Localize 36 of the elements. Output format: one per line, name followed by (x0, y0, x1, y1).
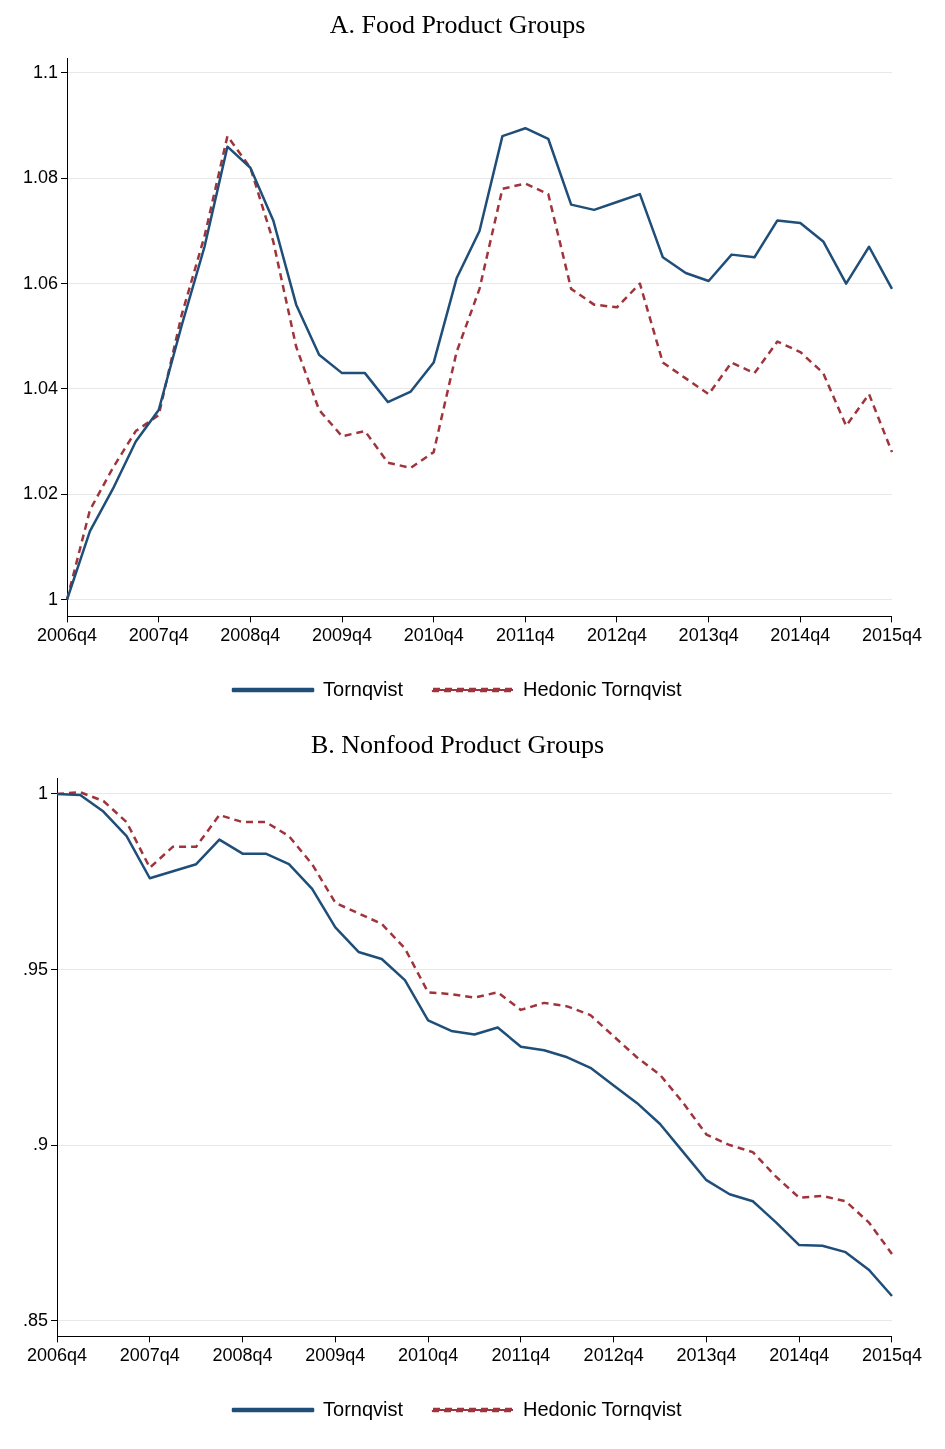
x-tick-label: 2008q4 (212, 1345, 273, 1366)
x-tick-label: 2013q4 (676, 1345, 737, 1366)
y-tick-label: 1.06 (22, 272, 59, 293)
x-tick-label: 2011q4 (495, 625, 555, 646)
y-tick-label: 1.04 (22, 377, 59, 398)
y-tick-label: 1 (48, 588, 59, 609)
y-tick-label: .9 (33, 1134, 49, 1155)
x-tick-label: 2010q4 (403, 625, 464, 646)
x-tick-label: 2008q4 (220, 625, 281, 646)
legend-label: Tornqvist (323, 1397, 404, 1420)
x-tick-label: 2012q4 (583, 1345, 644, 1366)
x-tick-label: 2011q4 (491, 1345, 551, 1366)
chart-title: B. Nonfood Product Groups (310, 730, 605, 760)
chart-title: A. Food Product Groups (329, 10, 586, 40)
x-tick-label: 2013q4 (678, 625, 739, 646)
x-tick-label: 2015q4 (861, 625, 923, 646)
x-tick-label: 2006q4 (26, 1345, 88, 1366)
y-tick-label: 1.1 (33, 61, 59, 82)
legend-label: Tornqvist (323, 677, 404, 700)
legend-label: Hedonic Tornqvist (523, 677, 683, 700)
y-tick-label: 1.08 (22, 167, 59, 188)
y-tick-label: 1.02 (22, 483, 59, 504)
x-tick-label: 2014q4 (769, 1345, 830, 1366)
y-tick-label: 1 (38, 782, 49, 803)
x-tick-label: 2009q4 (305, 1345, 366, 1366)
x-tick-label: 2009q4 (311, 625, 373, 646)
y-tick-label: .85 (22, 1309, 49, 1330)
x-tick-label: 2010q4 (398, 1345, 459, 1366)
x-tick-label: 2006q4 (36, 625, 98, 646)
x-tick-label: 2007q4 (119, 1345, 180, 1366)
x-tick-label: 2007q4 (128, 625, 189, 646)
y-tick-label: .95 (22, 958, 49, 979)
x-tick-label: 2014q4 (770, 625, 831, 646)
legend-label: Hedonic Tornqvist (523, 1397, 683, 1420)
x-tick-label: 2012q4 (586, 625, 648, 646)
x-tick-label: 2015q4 (861, 1345, 923, 1366)
